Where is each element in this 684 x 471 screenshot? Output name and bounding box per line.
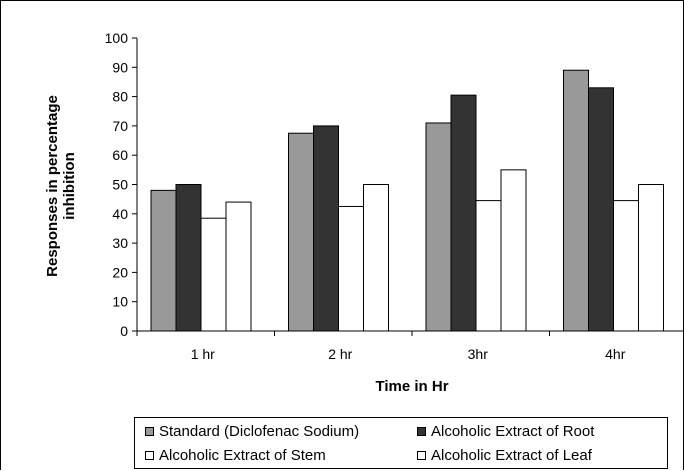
y-axis-title-line-2: inhibition [61,152,78,219]
x-tick-label: 3hr [468,346,489,362]
bar-3-2 [338,205,364,332]
legend-swatch-root [417,427,426,436]
legend-label-root: Alcoholic Extract of Root [431,423,595,440]
bar-1-3 [425,122,452,332]
bar-4-4 [638,184,664,332]
legend-item-leaf: Alcoholic Extract of Leaf [417,447,592,464]
legend-label-standard: Standard (Diclofenac Sodium) [159,423,360,440]
bar-1-4 [563,69,589,332]
bar-4-1 [225,201,252,332]
x-tick-label: 1 hr [191,346,215,362]
y-tick-label: 20 [112,264,128,280]
bar-4-3 [500,169,527,332]
y-tick-label: 60 [112,147,128,163]
bar-2-2 [313,125,339,332]
bar-3-3 [475,200,502,332]
y-tick-label: 30 [112,235,128,251]
bar-1-2 [288,132,314,332]
legend-item-root: Alcoholic Extract of Root [417,423,594,440]
bar-2-3 [450,94,477,332]
bar-4-2 [363,184,389,332]
x-axis-title: Time in Hr [375,378,448,395]
legend-swatch-leaf [417,451,426,460]
legend: Standard (Diclofenac Sodium) Alcoholic E… [134,417,668,469]
y-tick-label: 70 [112,118,128,134]
legend-swatch-standard [145,427,154,436]
y-tick-label: 0 [120,323,128,339]
legend-item-standard: Standard (Diclofenac Sodium) [145,423,359,440]
bar-3-4 [613,200,639,332]
bar-3-1 [200,217,227,332]
y-tick-label: 100 [105,30,129,46]
y-axis-title: Responses in percentage inhibition [44,95,78,277]
legend-label-leaf: Alcoholic Extract of Leaf [431,447,592,464]
legend-label-stem: Alcoholic Extract of Stem [159,447,326,464]
bar-2-4 [588,87,614,332]
y-tick-label: 90 [112,59,128,75]
bar-2-1 [175,184,202,332]
bar-1-1 [150,189,177,332]
legend-swatch-stem [145,451,154,460]
y-tick-label: 10 [112,294,128,310]
y-tick-label: 50 [112,177,128,193]
y-axis-title-line-1: Responses in percentage [44,95,61,277]
x-tick-label: 2 hr [328,346,352,362]
y-tick-label: 80 [112,89,128,105]
legend-item-stem: Alcoholic Extract of Stem [145,447,326,464]
x-tick-label: 4hr [605,346,626,362]
y-tick-label: 40 [112,206,128,222]
